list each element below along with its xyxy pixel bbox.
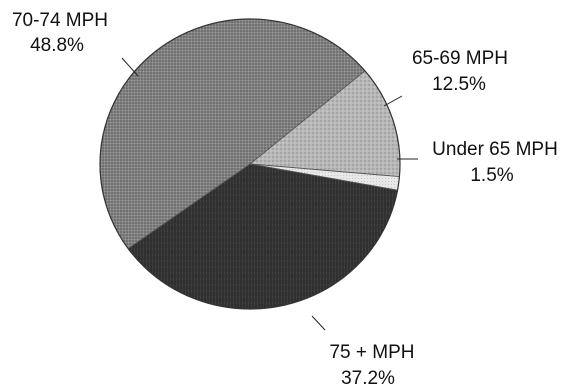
slice-label-65-69: 65-69 MPH	[412, 48, 508, 69]
slice-label-70-74: 70-74 MPH	[12, 10, 108, 31]
slice-label-under-65: Under 65 MPH	[432, 139, 558, 160]
slice-value-75-plus: 37.2%	[341, 368, 395, 388]
slice-value-under-65: 1.5%	[470, 165, 513, 186]
leader-65-69	[383, 95, 403, 107]
leader-75-plus	[311, 315, 326, 331]
slice-value-70-74: 48.8%	[30, 35, 84, 56]
pie-outline	[99, 18, 401, 310]
leader-70-74	[121, 57, 139, 77]
slice-label-75-plus: 75 + MPH	[329, 342, 414, 363]
slice-value-65-69: 12.5%	[432, 74, 486, 95]
